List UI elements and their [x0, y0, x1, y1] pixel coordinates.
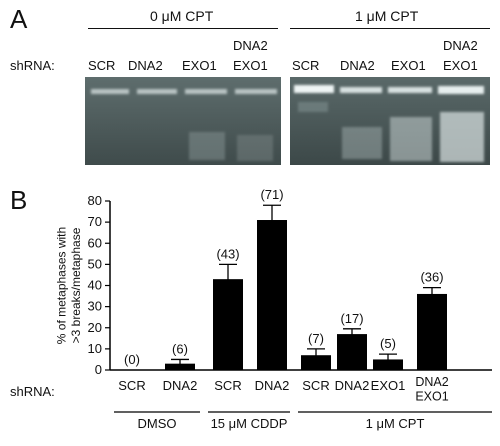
y-tick-label-2: 20	[88, 320, 102, 335]
group-label-1uM-cpt: 1 μM CPT	[355, 8, 419, 24]
lane-label-exo1-left: EXO1	[182, 58, 217, 73]
y-tick-label-1: 10	[88, 341, 102, 356]
panel-a-letter: A	[10, 4, 28, 34]
group-line-right	[290, 28, 490, 29]
x-label-0: SCR	[118, 378, 145, 393]
y-tick-label-4: 40	[88, 278, 102, 293]
x-labels: SCR DNA2 SCR DNA2 SCR DNA2 EXO1 DNA2 EXO1	[118, 375, 448, 403]
n-label-6: (5)	[380, 336, 396, 351]
group-label-0uM-cpt: 0 μM CPT	[150, 8, 214, 24]
y-tick-label-7: 70	[88, 214, 102, 229]
lane-label-scr-right: SCR	[292, 58, 320, 73]
gel-image-right	[290, 77, 490, 165]
lane-label-dna2-left: DNA2	[128, 58, 163, 73]
y-tick-label-5: 50	[88, 256, 102, 271]
bars: (0) (6) (43) (71) (7) (17) (5) (36)	[124, 187, 447, 370]
x-label-7-line-1: EXO1	[415, 389, 448, 403]
shrna-row-label-b: shRNA:	[10, 384, 55, 399]
y-axis-label-line-2: >3 breaks/metaphase	[69, 227, 83, 343]
x-label-4: SCR	[302, 378, 329, 393]
x-label-3: DNA2	[255, 378, 290, 393]
panel-b-letter: B	[10, 185, 28, 215]
n-label-1: (6)	[172, 341, 188, 356]
n-label-7: (36)	[420, 270, 443, 285]
y-tick-label-0: 0	[95, 362, 102, 377]
bar-chart: % of metaphases with>3 breaks/metaphase …	[55, 187, 492, 431]
bar-3	[257, 220, 287, 370]
bar-7	[417, 293, 447, 370]
n-label-5: (17)	[340, 311, 363, 326]
y-tick-label-3: 30	[88, 299, 102, 314]
lane-label-dna2-combo-right: DNA2	[443, 38, 478, 53]
shrna-row-label-a: shRNA:	[10, 58, 55, 73]
lane-label-exo1-right: EXO1	[391, 58, 426, 73]
gel-image-left	[85, 77, 281, 165]
group-line-left	[88, 28, 278, 29]
x-label-7: DNA2 EXO1	[415, 375, 448, 403]
y-axis-label-line-1: % of metaphases with	[55, 227, 69, 344]
y-tick-label-6: 60	[88, 235, 102, 250]
y-tick-label-8: 80	[88, 193, 102, 208]
lane-label-scr-left: SCR	[88, 58, 116, 73]
n-label-3: (71)	[260, 187, 283, 202]
x-label-7-line-0: DNA2	[415, 375, 448, 389]
group-label-1: 15 μM CDDP	[211, 416, 288, 431]
n-label-2: (43)	[216, 246, 239, 261]
y-axis-label: % of metaphases with>3 breaks/metaphase	[55, 227, 83, 344]
lane-label-dna2-right: DNA2	[340, 58, 375, 73]
x-label-6: EXO1	[371, 378, 406, 393]
lane-label-exo1-combo-left: EXO1	[233, 58, 268, 73]
x-label-5: DNA2	[335, 378, 370, 393]
group-label-2: 1 μM CPT	[366, 416, 425, 431]
n-label-4: (7)	[308, 331, 324, 346]
group-label-0: DMSO	[138, 416, 177, 431]
n-label-0: (0)	[124, 352, 140, 367]
bar-5	[337, 334, 367, 370]
lane-label-dna2-combo-left: DNA2	[233, 38, 268, 53]
bar-4	[301, 355, 331, 370]
x-label-1: DNA2	[163, 378, 198, 393]
lane-label-exo1-combo-right: EXO1	[443, 58, 478, 73]
groups: DMSO 15 μM CDDP 1 μM CPT	[114, 411, 492, 431]
x-label-2: SCR	[214, 378, 241, 393]
